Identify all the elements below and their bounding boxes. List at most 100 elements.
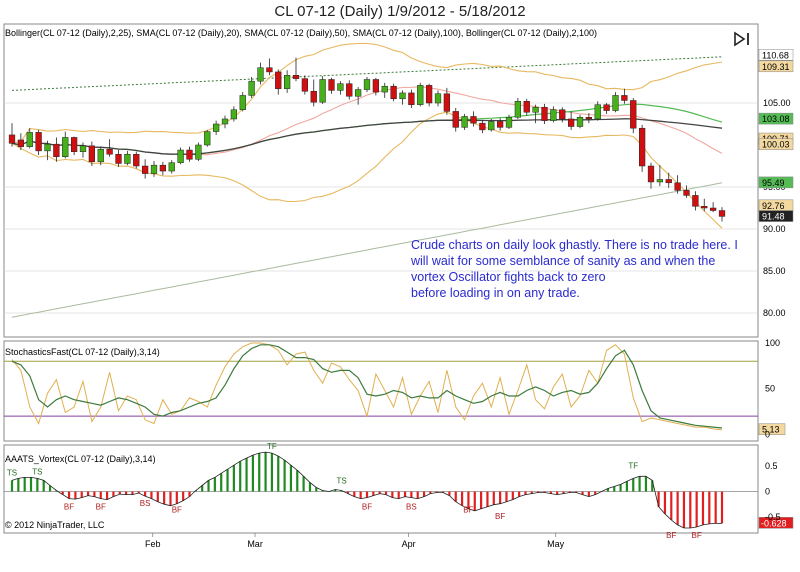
candle-body bbox=[496, 121, 504, 128]
candle-body bbox=[150, 164, 158, 174]
candle-body bbox=[417, 85, 424, 105]
date-label: Feb bbox=[145, 539, 161, 549]
candle-body bbox=[621, 95, 628, 101]
price-tag-box bbox=[758, 210, 794, 222]
candle-body bbox=[559, 109, 566, 120]
vortex-signal-label: TF bbox=[267, 442, 277, 451]
candle-body bbox=[647, 165, 655, 183]
annotation: Crude charts on daily look ghastly. Ther… bbox=[410, 238, 738, 300]
candle-body bbox=[275, 71, 282, 89]
chart-title: CL 07-12 (Daily) 1/9/2012 - 5/18/2012 bbox=[274, 3, 525, 20]
candle-body bbox=[266, 67, 273, 73]
price-tag-box bbox=[758, 176, 794, 189]
candle-body bbox=[44, 143, 51, 152]
candle-body bbox=[346, 83, 353, 97]
candle-body bbox=[62, 137, 69, 158]
play-icon bbox=[734, 31, 746, 47]
price-axis-label: 80.00 bbox=[763, 308, 786, 318]
candle-body bbox=[337, 83, 344, 91]
candle-body bbox=[372, 79, 380, 93]
candle-body bbox=[168, 162, 175, 172]
price-panel-frame bbox=[3, 23, 759, 338]
candle-body bbox=[656, 179, 664, 183]
candle-body bbox=[674, 182, 681, 191]
candle-body bbox=[141, 165, 149, 174]
vortex-axis-label: -0.5 bbox=[765, 512, 781, 522]
vortex-signal-label: BS bbox=[406, 503, 417, 512]
candle-body bbox=[452, 111, 459, 128]
candle-body bbox=[638, 127, 646, 167]
candle-body bbox=[26, 132, 33, 147]
candle-body bbox=[567, 118, 575, 127]
annotation-line-2: will wait for some semblance of sanity a… bbox=[410, 254, 715, 268]
bollinger-25-upper-line bbox=[11, 42, 723, 144]
candle-body bbox=[133, 153, 140, 167]
price-panel: Bollinger(CL 07-12 (Daily),2,25), SMA(CL… bbox=[3, 23, 794, 338]
candle-body bbox=[381, 85, 388, 93]
vortex-signal-label: TS bbox=[337, 476, 347, 485]
candle-body bbox=[585, 117, 593, 120]
candle-body bbox=[257, 67, 264, 82]
annotation-line-3: vortex Oscillator fights back to zero bbox=[411, 270, 606, 284]
price-tag-label: 91.48 bbox=[762, 212, 785, 222]
vortex-signal-label: TS bbox=[32, 467, 42, 476]
candle-body bbox=[88, 145, 96, 163]
candle-body bbox=[310, 90, 317, 103]
price-tag-label: 95.49 bbox=[762, 178, 785, 188]
candle-body bbox=[363, 79, 371, 90]
candle-body bbox=[701, 206, 708, 209]
candle-body bbox=[470, 116, 477, 124]
price-tags: 110.68109.31103.08100.71100.0395.4992.76… bbox=[758, 49, 794, 222]
price-tag-box bbox=[758, 112, 794, 125]
price-tag-box bbox=[758, 49, 794, 61]
sma-100-line bbox=[11, 118, 723, 155]
candle-body bbox=[488, 121, 495, 131]
annotation-line-1: Crude charts on daily look ghastly. Ther… bbox=[411, 238, 738, 252]
vortex-panel: AAATS_Vortex(CL 07-12 (Daily),3,14) TS TS… bbox=[3, 442, 794, 540]
candle-body bbox=[106, 148, 113, 155]
price-axis-label: 85.00 bbox=[763, 266, 786, 276]
candle-body bbox=[195, 144, 202, 160]
candle-body bbox=[328, 79, 335, 91]
candle-body bbox=[35, 132, 42, 152]
candle-body bbox=[603, 104, 610, 111]
candle-body bbox=[212, 123, 220, 132]
vortex-y-axis: 0.5 0 -0.5 bbox=[765, 461, 781, 522]
vortex-signal-label: BF bbox=[463, 506, 473, 515]
candle-body bbox=[283, 75, 291, 89]
price-candles bbox=[8, 57, 726, 222]
candle-body bbox=[230, 109, 238, 120]
candle-body bbox=[97, 148, 104, 163]
candle-body bbox=[159, 164, 167, 172]
stochastics-panel: StochasticsFast(CL 07-12 (Daily),3,14) 5… bbox=[3, 338, 786, 442]
stochastics-axis-label: 100 bbox=[765, 338, 780, 348]
candle-body bbox=[390, 85, 397, 100]
bollinger-100-lower-line bbox=[11, 182, 723, 318]
candle-body bbox=[630, 100, 637, 129]
vortex-signal-label: BF bbox=[666, 531, 676, 540]
vortex-signal-label: TF bbox=[628, 461, 638, 470]
vortex-value-tag: -0.628 bbox=[761, 518, 787, 528]
vortex-signal-label: BS bbox=[140, 499, 151, 508]
candle-body bbox=[434, 93, 442, 104]
candle-body bbox=[248, 80, 255, 96]
candle-body bbox=[292, 75, 300, 79]
stochastics-k-line bbox=[11, 342, 723, 431]
vortex-series: TS TS BF BF BS BF TF TS BF BS BF BF TF BF BF -0.628 bbox=[4, 442, 794, 540]
vortex-signal-label: BF bbox=[96, 503, 106, 512]
stochastics-value-tag: 5.13 bbox=[762, 425, 780, 435]
bollinger-100-upper-line bbox=[11, 56, 723, 91]
price-axis-label: 105.00 bbox=[763, 98, 791, 108]
candle-body bbox=[239, 95, 246, 110]
candle-body bbox=[576, 117, 584, 127]
candle-body bbox=[692, 195, 699, 207]
candle-body bbox=[115, 153, 122, 164]
candle-body bbox=[718, 210, 726, 217]
stochastics-axis-label: 0 bbox=[765, 429, 770, 439]
vortex-signal-label: BF bbox=[172, 506, 182, 515]
candle-body bbox=[53, 143, 60, 158]
vortex-signal-label: BF bbox=[64, 503, 74, 512]
candle-body bbox=[550, 109, 557, 121]
collapse-button[interactable] bbox=[733, 31, 751, 47]
